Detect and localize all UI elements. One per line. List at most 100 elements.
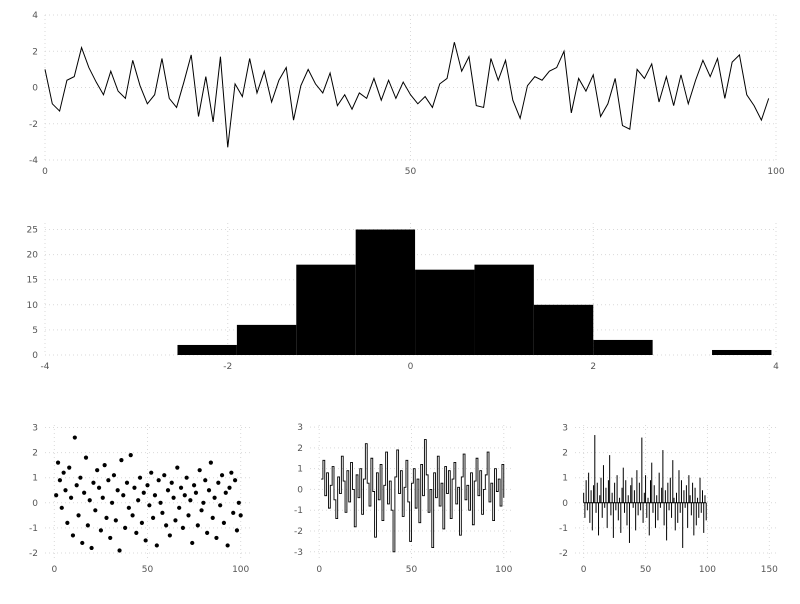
x-tick-label: 100 <box>495 565 512 575</box>
x-tick-label: -4 <box>41 362 50 372</box>
scatter-point <box>123 525 128 530</box>
scatter-plot: 0 50 100 -2 -1 0 1 2 3 <box>18 400 258 604</box>
scatter-point <box>234 528 240 533</box>
scatter-point <box>150 515 156 520</box>
scatter-point <box>70 533 76 538</box>
histogram-bar <box>533 304 594 355</box>
scatter-point <box>169 480 174 485</box>
y-tick-label: -1 <box>29 524 38 534</box>
x-tick-label: 0 <box>51 565 57 575</box>
x-tick-label: 50 <box>142 565 154 575</box>
scatter-point <box>177 505 182 510</box>
scatter-point <box>65 520 70 525</box>
line-plot: 0 50 100 -4 -2 0 2 4 <box>0 0 800 189</box>
scatter-point <box>74 483 79 488</box>
scatter-point <box>149 470 154 475</box>
x-tick-label: 50 <box>405 167 417 177</box>
histogram-bar <box>474 264 534 355</box>
y-tick-label: 3 <box>297 423 303 433</box>
y-tick-label: 4 <box>32 11 38 21</box>
scatter-point <box>210 515 215 520</box>
y-tick-label: 5 <box>32 326 38 336</box>
scatter-point <box>154 543 159 548</box>
y-tick-label: 10 <box>27 301 39 311</box>
scatter-point <box>182 493 187 498</box>
scatter-point <box>95 468 100 473</box>
scatter-point <box>83 455 89 460</box>
scatter-point <box>85 523 90 528</box>
y-tick-label: -4 <box>29 156 38 166</box>
scatter-point <box>158 500 163 505</box>
scatter-point <box>143 538 148 543</box>
scatter-point <box>130 513 135 518</box>
scatter-point <box>68 495 74 500</box>
scatter-point <box>190 540 195 546</box>
x-tick-label: 0 <box>42 167 48 177</box>
scatter-point <box>82 490 87 495</box>
scatter-point <box>61 470 66 475</box>
y-tick-label: 1 <box>32 474 38 484</box>
scatter-point <box>132 485 137 490</box>
y-tick-label: 25 <box>27 226 38 236</box>
y-tick-label: 15 <box>27 276 38 286</box>
scatter-point <box>67 465 72 470</box>
scatter-point <box>87 498 92 503</box>
scatter-point <box>164 523 169 528</box>
scatter-point <box>106 478 111 483</box>
scatter-point <box>160 510 165 515</box>
histogram-plot: -4 -2 0 2 4 0 5 10 15 20 25 <box>0 195 800 384</box>
scatter-point <box>238 513 243 518</box>
y-tick-label: 0 <box>32 499 38 509</box>
y-tick-label: -1 <box>294 506 303 516</box>
y-tick-label: 1 <box>297 465 303 475</box>
scatter-point <box>139 520 145 525</box>
histogram-bar <box>355 229 416 355</box>
scatter-point <box>186 513 191 518</box>
scatter-point <box>76 513 81 518</box>
scatter-point <box>59 505 64 510</box>
scatter-point <box>218 503 223 508</box>
x-tick-label: 100 <box>767 167 784 177</box>
scatter-point <box>80 540 85 546</box>
x-tick-label: -2 <box>223 362 232 372</box>
scatter-point <box>206 488 212 493</box>
y-tick-label: 0 <box>297 485 303 495</box>
scatter-point <box>141 490 146 495</box>
x-tick-label: 4 <box>773 362 779 372</box>
step-plot: 0 50 100 -3 -2 -1 0 1 2 3 <box>283 400 523 604</box>
scatter-point <box>162 473 167 478</box>
scatter-point <box>137 475 143 480</box>
line-series <box>44 42 770 148</box>
histogram-bar <box>712 349 772 355</box>
scatter-point <box>205 530 210 536</box>
scatter-point <box>232 478 238 483</box>
scatter-point <box>191 483 197 488</box>
scatter-point <box>136 498 141 503</box>
scatter-point <box>184 475 189 480</box>
y-tick-label: -2 <box>294 527 303 537</box>
scatter-point <box>108 535 113 541</box>
scatter-point <box>171 495 176 500</box>
y-tick-label: 1 <box>562 474 568 484</box>
scatter-point <box>188 498 193 503</box>
scatter-point <box>229 470 234 475</box>
scatter-point <box>111 473 117 478</box>
scatter-point <box>214 535 219 541</box>
x-tick-label: 100 <box>232 565 249 575</box>
y-tick-label: 3 <box>32 424 38 434</box>
scatter-point <box>117 548 122 553</box>
histogram-bar <box>236 324 297 355</box>
y-tick-label: -2 <box>29 549 38 559</box>
scatter-point <box>115 488 120 493</box>
histogram-plot-canvas: -4 -2 0 2 4 0 5 10 15 20 25 <box>27 223 779 372</box>
stem-plot-canvas: 0 50 100 150 -2 -1 0 1 2 3 <box>559 424 778 575</box>
scatter-point <box>96 485 102 490</box>
histogram-bar <box>593 339 653 355</box>
x-tick-label: 0 <box>581 565 587 575</box>
scatter-point <box>113 518 118 523</box>
scatter-point <box>156 478 161 483</box>
scatter-point <box>223 490 228 495</box>
scatter-point <box>102 463 107 468</box>
histogram-bar <box>415 269 475 355</box>
